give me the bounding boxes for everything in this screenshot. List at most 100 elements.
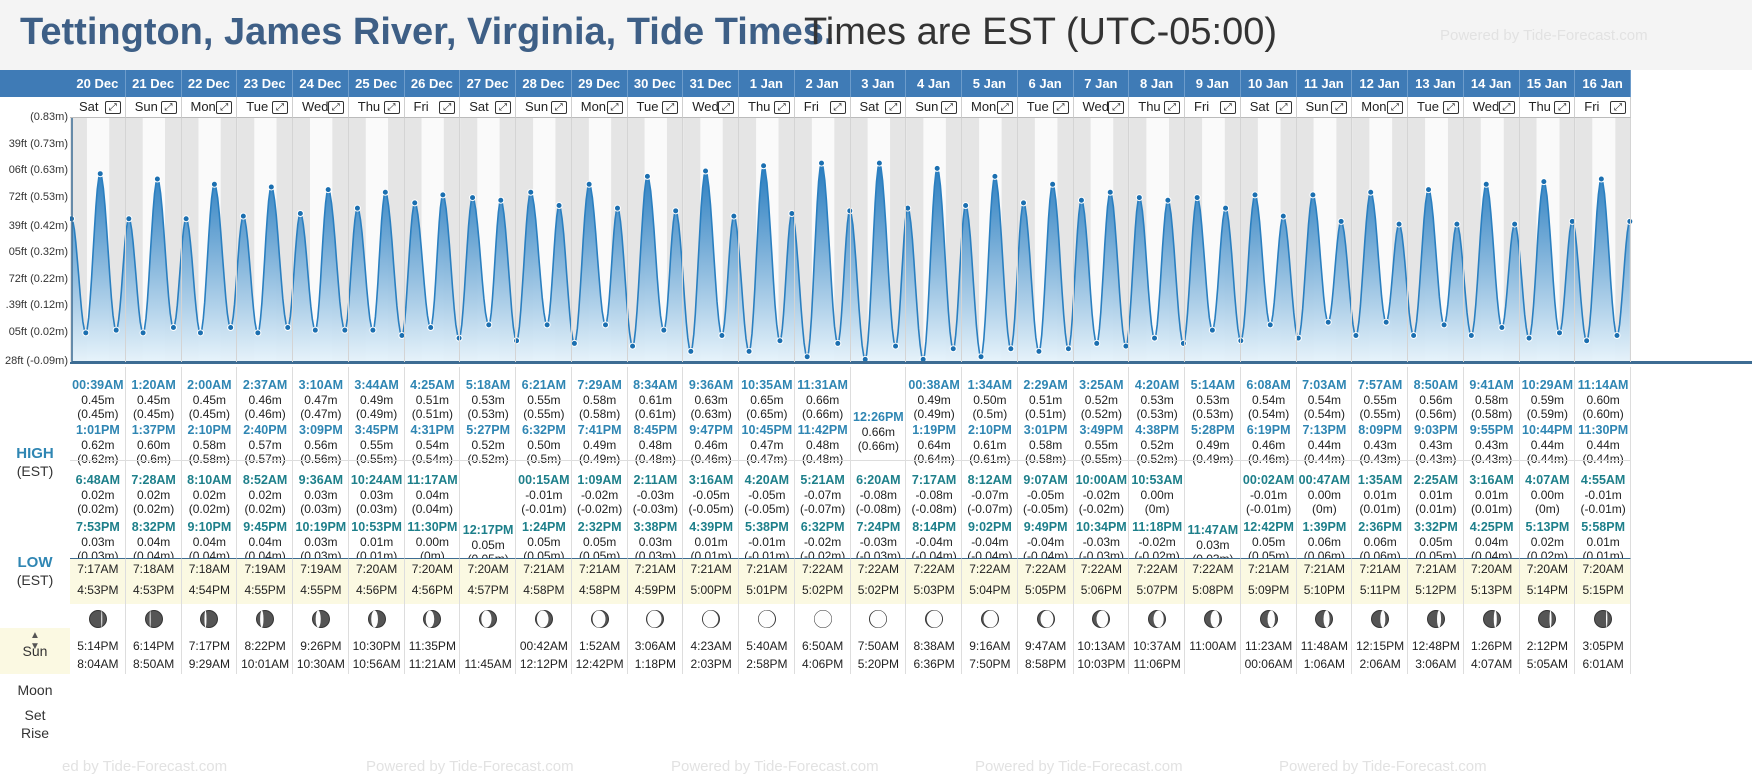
low-tide-height: -0.08m bbox=[906, 488, 962, 502]
moon-lit-part bbox=[481, 611, 491, 628]
y-tick-label: 39ft (0.42m) bbox=[9, 220, 68, 232]
high-tide-height: 0.53m bbox=[460, 393, 516, 407]
moonrise-time: 11:21AM bbox=[405, 657, 461, 671]
high-tide-time: 4:38PM bbox=[1129, 423, 1185, 437]
high-tide-height: 0.66m bbox=[795, 393, 851, 407]
sunset-time: 5:15PM bbox=[1575, 583, 1631, 597]
moon-rise-label: Rise bbox=[0, 725, 70, 741]
moon-phase-icon bbox=[1147, 609, 1167, 629]
expand-day-button[interactable]: ⤢ bbox=[161, 101, 177, 114]
expand-day-button[interactable]: ⤢ bbox=[1164, 101, 1180, 114]
low-tide-time: 1:24PM bbox=[516, 520, 572, 534]
footer-watermark-text: ed by Tide-Forecast.com bbox=[62, 758, 227, 775]
expand-day-button[interactable]: ⤢ bbox=[1554, 101, 1570, 114]
expand-day-button[interactable]: ⤢ bbox=[662, 101, 678, 114]
expand-day-button[interactable]: ⤢ bbox=[439, 101, 455, 114]
high-tide-time: 5:27PM bbox=[460, 423, 516, 437]
expand-day-button[interactable]: ⤢ bbox=[718, 101, 734, 114]
date-header-cell: 11 Jan bbox=[1297, 70, 1353, 97]
moonset-time: 10:37AM bbox=[1129, 639, 1185, 653]
expand-day-button[interactable]: ⤢ bbox=[1499, 101, 1515, 114]
moon-phase-icon bbox=[1203, 609, 1223, 629]
moonset-time: 3:06AM bbox=[628, 639, 684, 653]
tide-row-divider bbox=[293, 460, 349, 461]
moon-lit-part bbox=[1267, 611, 1274, 628]
moonrise-time: 3:06AM bbox=[1408, 657, 1464, 671]
expand-day-button[interactable]: ⤢ bbox=[495, 101, 511, 114]
low-tide-time: 3:38PM bbox=[628, 520, 684, 534]
low-tide-height-alt: (-0.01m) bbox=[1241, 502, 1297, 516]
high-tide-time: 3:45PM bbox=[349, 423, 405, 437]
high-tide-height: 0.45m bbox=[182, 393, 238, 407]
high-tide-height-alt: (0.44m) bbox=[1297, 452, 1353, 466]
low-tide-height: 0.03m bbox=[70, 535, 126, 549]
moonset-time: 11:48AM bbox=[1297, 639, 1353, 653]
expand-day-button[interactable]: ⤢ bbox=[1610, 101, 1626, 114]
sunrise-time: 7:21AM bbox=[739, 562, 795, 576]
expand-day-button[interactable]: ⤢ bbox=[1220, 101, 1236, 114]
moon-phase-icon bbox=[1370, 609, 1390, 629]
moonset-time: 3:05PM bbox=[1575, 639, 1631, 653]
expand-day-button[interactable]: ⤢ bbox=[1276, 101, 1292, 114]
high-tide-height: 0.52m bbox=[460, 438, 516, 452]
moonset-time: 12:15PM bbox=[1352, 639, 1408, 653]
high-tide-height-alt: (0.55m) bbox=[349, 452, 405, 466]
date-header-cell: 29 Dec bbox=[572, 70, 628, 97]
expand-day-button[interactable]: ⤢ bbox=[607, 101, 623, 114]
low-tide-time: 2:11AM bbox=[628, 473, 684, 487]
date-header-cell: 30 Dec bbox=[628, 70, 684, 97]
sunrise-time: 7:22AM bbox=[906, 562, 962, 576]
sunset-time: 4:59PM bbox=[628, 583, 684, 597]
high-tide-height: 0.44m bbox=[1297, 438, 1353, 452]
sunset-time: 5:02PM bbox=[851, 583, 907, 597]
expand-day-button[interactable]: ⤢ bbox=[830, 101, 846, 114]
high-tide-height-alt: (0.43m) bbox=[1464, 452, 1520, 466]
low-tide-height-alt: (-0.03m) bbox=[628, 502, 684, 516]
high-tide-time: 2:10PM bbox=[182, 423, 238, 437]
low-tide-height: 0.05m bbox=[460, 538, 516, 552]
low-tide-height-alt: (0.02m) bbox=[126, 502, 182, 516]
high-tide-height: 0.64m bbox=[906, 438, 962, 452]
low-tide-time: 3:16AM bbox=[1464, 473, 1520, 487]
high-tide-height-alt: (0.48m) bbox=[628, 452, 684, 466]
high-tide-height: 0.56m bbox=[293, 438, 349, 452]
expand-day-button[interactable]: ⤢ bbox=[997, 101, 1013, 114]
column-divider bbox=[1128, 118, 1129, 362]
expand-day-button[interactable]: ⤢ bbox=[774, 101, 790, 114]
sunrise-time: 7:22AM bbox=[1129, 562, 1185, 576]
high-tide-time: 2:29AM bbox=[1018, 378, 1074, 392]
low-tide-height: -0.03m bbox=[1074, 535, 1130, 549]
low-tide-time: 1:09AM bbox=[572, 473, 628, 487]
low-tide-height: 0.03m bbox=[293, 535, 349, 549]
sunset-time: 4:58PM bbox=[516, 583, 572, 597]
expand-day-button[interactable]: ⤢ bbox=[1331, 101, 1347, 114]
date-header-cell: 24 Dec bbox=[293, 70, 349, 97]
expand-day-button[interactable]: ⤢ bbox=[216, 101, 232, 114]
day-columns: 20 Dec Sat ⤢ 00:39AM 0.45m (0.45m) 1:01PM 0.62m… bbox=[70, 70, 1752, 770]
expand-day-button[interactable]: ⤢ bbox=[941, 101, 957, 114]
expand-day-button[interactable]: ⤢ bbox=[328, 101, 344, 114]
expand-day-button[interactable]: ⤢ bbox=[384, 101, 400, 114]
sunset-time: 5:05PM bbox=[1018, 583, 1074, 597]
high-tide-time: 3:44AM bbox=[349, 378, 405, 392]
expand-day-button[interactable]: ⤢ bbox=[1387, 101, 1403, 114]
column-divider bbox=[348, 118, 349, 362]
moonrise-time: 5:05AM bbox=[1520, 657, 1576, 671]
high-tide-height: 0.58m bbox=[1464, 393, 1520, 407]
moon-lit-part bbox=[703, 611, 718, 628]
moon-lit-part bbox=[1380, 611, 1385, 628]
expand-day-button[interactable]: ⤢ bbox=[105, 101, 121, 114]
expand-day-button[interactable]: ⤢ bbox=[1053, 101, 1069, 114]
expand-day-button[interactable]: ⤢ bbox=[551, 101, 567, 114]
high-tide-height: 0.52m bbox=[1129, 438, 1185, 452]
sunrise-time: 7:20AM bbox=[1520, 562, 1576, 576]
low-tide-time: 10:53AM bbox=[1129, 473, 1185, 487]
moon-phase-icon bbox=[1259, 609, 1279, 629]
moonrise-time: 1:06AM bbox=[1297, 657, 1353, 671]
expand-day-button[interactable]: ⤢ bbox=[885, 101, 901, 114]
low-tide-height: 0.04m bbox=[237, 535, 293, 549]
date-header-cell: 10 Jan bbox=[1241, 70, 1297, 97]
expand-day-button[interactable]: ⤢ bbox=[1108, 101, 1124, 114]
expand-day-button[interactable]: ⤢ bbox=[272, 101, 288, 114]
expand-day-button[interactable]: ⤢ bbox=[1443, 101, 1459, 114]
